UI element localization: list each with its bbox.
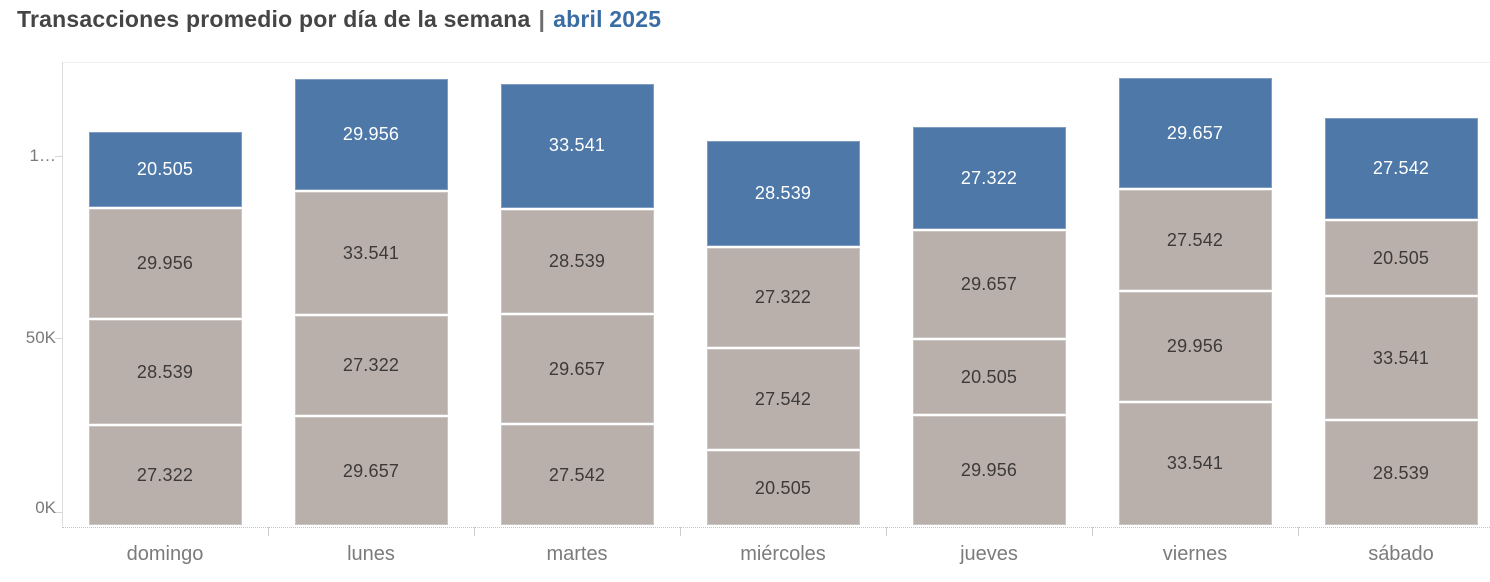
x-axis-label-lunes: lunes: [347, 543, 395, 565]
segment-value-label: 28.539: [1372, 462, 1430, 483]
category-boundary-tick: [1298, 527, 1299, 536]
bar-segment-gray[interactable]: 28.539: [88, 318, 242, 424]
x-axis-baseline: [62, 527, 1490, 528]
bar-column-miércoles[interactable]: 28.539 27.322 27.542 20.505: [706, 140, 860, 525]
bar-segment-blue[interactable]: 29.657: [1118, 78, 1272, 189]
segment-value-label: 28.539: [548, 251, 606, 272]
bar-column-viernes[interactable]: 29.657 27.542 29.956 33.541: [1118, 78, 1272, 525]
bar-segment-gray[interactable]: 29.657: [294, 415, 448, 525]
segment-value-label: 33.541: [548, 135, 606, 156]
segment-value-label: 20.505: [1372, 247, 1430, 268]
bar-segment-gray[interactable]: 27.322: [88, 423, 242, 525]
bar-column-domingo[interactable]: 20.505 29.956 28.539 27.322: [88, 131, 242, 525]
bar-segment-blue[interactable]: 27.322: [912, 127, 1066, 229]
category-boundary-tick: [474, 527, 475, 536]
segment-value-label: 27.542: [754, 388, 812, 409]
category-boundary-tick: [268, 527, 269, 536]
x-axis-label-domingo: domingo: [126, 543, 204, 565]
segment-value-label: 27.322: [136, 464, 194, 485]
segment-value-label: 33.541: [342, 242, 400, 263]
chart-title: Transacciones promedio por día de la sem…: [17, 6, 661, 33]
bar-column-jueves[interactable]: 27.322 29.657 20.505 29.956: [912, 127, 1066, 525]
x-axis-label-jueves: jueves: [960, 543, 1018, 565]
segment-value-label: 27.322: [342, 355, 400, 376]
x-axis-label-viernes: viernes: [1162, 543, 1228, 565]
segment-value-label: 27.322: [754, 287, 812, 308]
bar-column-martes[interactable]: 33.541 28.539 29.657 27.542: [500, 83, 654, 525]
segment-value-label: 33.541: [1372, 347, 1430, 368]
chart-title-text: Transacciones promedio por día de la sem…: [17, 6, 531, 32]
bar-segment-gray[interactable]: 29.956: [88, 207, 242, 319]
bar-segment-gray[interactable]: 29.956: [1118, 290, 1272, 401]
bar-column-lunes[interactable]: 29.956 33.541 27.322 29.657: [294, 79, 448, 525]
y-axis-label-0k: 0K: [35, 498, 56, 517]
bar-segment-gray[interactable]: 28.539: [1324, 419, 1478, 525]
segment-value-label: 20.505: [136, 159, 194, 180]
category-boundary-tick: [886, 527, 887, 536]
segment-value-label: 33.541: [1166, 453, 1224, 474]
segment-value-label: 29.657: [342, 460, 400, 481]
y-axis-tick-50k: [55, 338, 62, 339]
chart-title-separator: |: [538, 6, 546, 32]
segment-value-label: 29.956: [136, 253, 194, 274]
segment-value-label: 27.542: [1166, 229, 1224, 250]
bar-segment-gray[interactable]: 20.505: [912, 338, 1066, 415]
bar-segment-gray[interactable]: 27.322: [706, 246, 860, 348]
bar-segment-blue[interactable]: 33.541: [500, 83, 654, 208]
segment-value-label: 29.956: [342, 124, 400, 145]
segment-value-label: 29.657: [548, 358, 606, 379]
bar-segment-blue[interactable]: 28.539: [706, 140, 860, 247]
bar-segment-gray[interactable]: 33.541: [1324, 295, 1478, 420]
bar-column-sábado[interactable]: 27.542 20.505 33.541 28.539: [1324, 117, 1478, 525]
y-axis-label-100k: 1…: [29, 146, 56, 165]
bar-segment-blue[interactable]: 20.505: [88, 131, 242, 208]
bar-segment-gray[interactable]: 28.539: [500, 207, 654, 314]
bar-segment-gray[interactable]: 20.505: [706, 449, 860, 525]
segment-value-label: 29.657: [1166, 122, 1224, 143]
y-axis-tick-0k: [55, 512, 62, 513]
category-boundary-tick: [1092, 527, 1093, 536]
segment-value-label: 20.505: [754, 477, 812, 498]
segment-value-label: 27.322: [960, 167, 1018, 188]
y-axis-label-50k: 50K: [25, 328, 56, 347]
segment-value-label: 27.542: [548, 464, 606, 485]
segment-value-label: 28.539: [136, 361, 194, 382]
segment-value-label: 27.542: [1372, 157, 1430, 178]
segment-value-label: 29.657: [960, 273, 1018, 294]
bar-segment-gray[interactable]: 29.657: [912, 228, 1066, 339]
bar-segment-blue[interactable]: 29.956: [294, 79, 448, 191]
bar-segment-gray[interactable]: 33.541: [294, 190, 448, 315]
y-axis-line: [62, 62, 63, 526]
bar-segment-gray[interactable]: 27.542: [500, 423, 654, 525]
segment-value-label: 29.956: [1166, 335, 1224, 356]
x-axis-label-martes: martes: [546, 543, 608, 565]
x-axis-label-miércoles: miércoles: [740, 543, 826, 565]
bar-segment-gray[interactable]: 33.541: [1118, 400, 1272, 525]
segment-value-label: 20.505: [960, 366, 1018, 387]
category-boundary-tick: [680, 527, 681, 536]
bar-segment-gray[interactable]: 29.956: [912, 414, 1066, 525]
bar-segment-gray[interactable]: 27.542: [1118, 188, 1272, 291]
x-axis-label-sábado: sábado: [1368, 543, 1434, 565]
y-axis-tick-100k: [55, 156, 62, 157]
segment-value-label: 28.539: [754, 182, 812, 203]
segment-value-label: 29.956: [960, 460, 1018, 481]
bar-segment-blue[interactable]: 27.542: [1324, 117, 1478, 220]
bar-segment-gray[interactable]: 20.505: [1324, 219, 1478, 296]
bar-segment-gray[interactable]: 29.657: [500, 313, 654, 424]
pane-top-border: [62, 62, 1490, 63]
chart-title-period: abril 2025: [553, 6, 662, 32]
bar-segment-gray[interactable]: 27.542: [706, 347, 860, 450]
bar-segment-gray[interactable]: 27.322: [294, 314, 448, 416]
